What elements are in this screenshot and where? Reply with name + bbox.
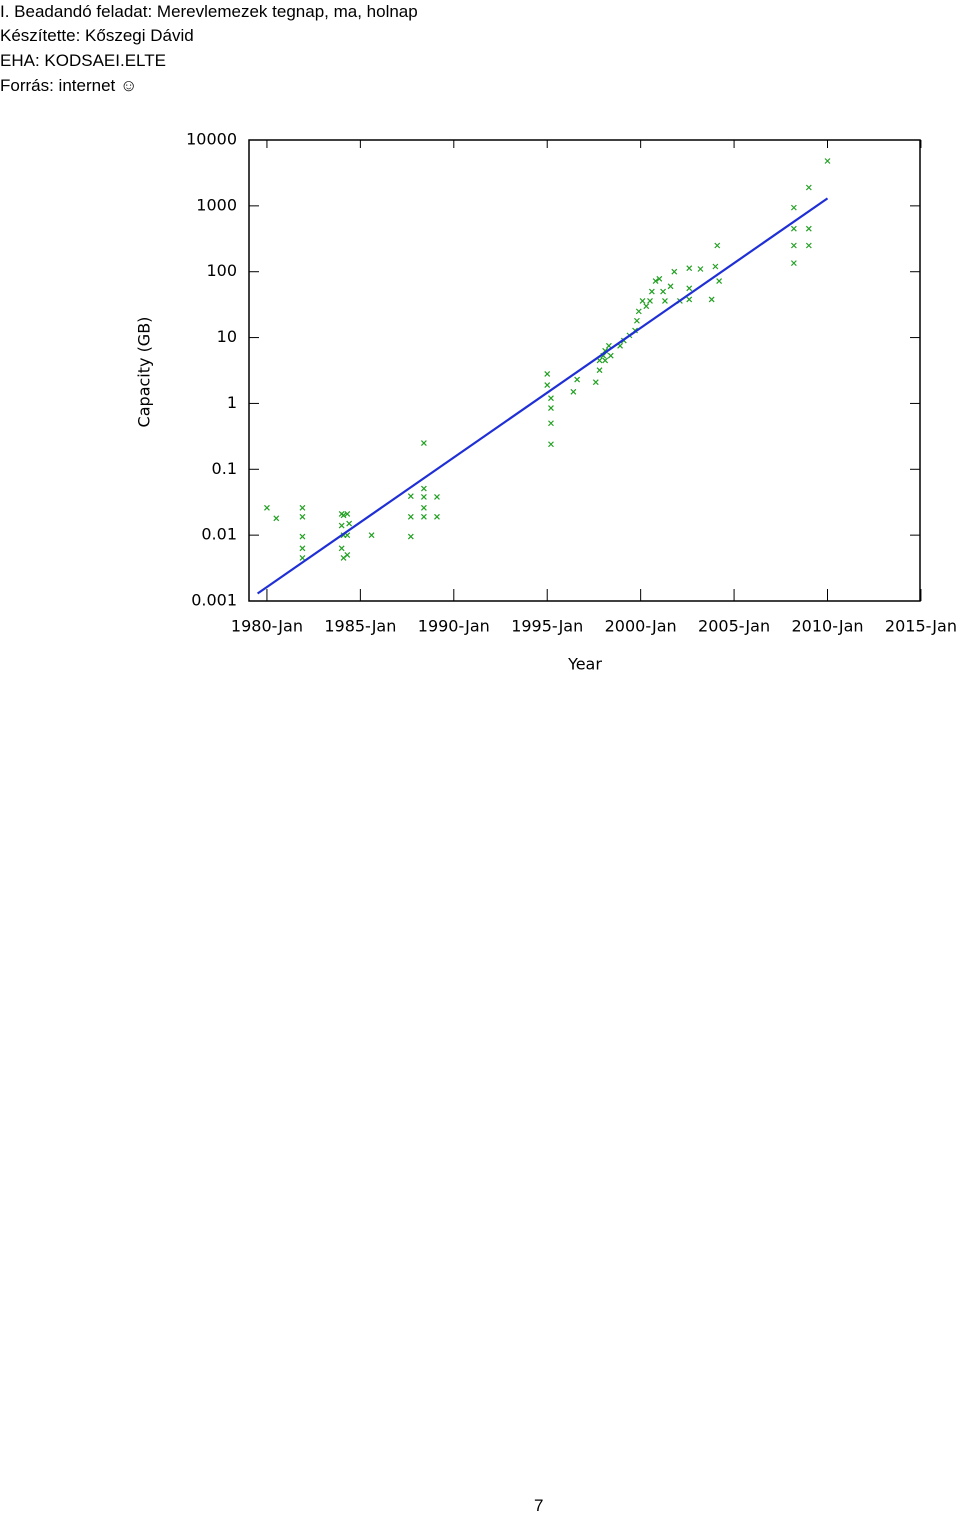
data-point <box>544 382 551 388</box>
x-tick-label: 2010-Jan <box>791 617 863 636</box>
y-tick-label: 10000 <box>186 130 237 149</box>
data-point <box>660 288 666 295</box>
trend-line <box>256 197 829 595</box>
data-point <box>592 379 599 386</box>
y-tick-label: 100 <box>206 261 237 280</box>
data-point <box>273 515 280 522</box>
data-point <box>790 260 797 267</box>
header-line: I. Beadandó feladat: Merevlemezek tegnap… <box>0 2 418 21</box>
data-point <box>662 298 668 304</box>
data-point <box>548 420 554 427</box>
data-point <box>420 485 427 492</box>
y-tick-label: 0.1 <box>212 459 237 478</box>
data-point <box>299 555 306 561</box>
data-point <box>407 533 414 540</box>
data-point <box>607 352 614 359</box>
x-tick-label: 1995-Jan <box>511 617 583 636</box>
data-point <box>299 545 306 552</box>
data-point <box>790 242 797 249</box>
data-point <box>407 513 414 520</box>
data-point <box>712 263 719 270</box>
data-point <box>790 225 797 232</box>
data-point <box>671 268 678 275</box>
data-point <box>346 520 353 527</box>
data-point <box>635 308 642 315</box>
data-point <box>648 288 655 295</box>
data-point <box>716 278 723 285</box>
data-point <box>299 533 306 540</box>
data-point <box>667 283 674 290</box>
data-point <box>686 265 693 272</box>
data-point <box>344 552 351 558</box>
data-point <box>420 504 427 511</box>
data-point <box>544 371 551 377</box>
plot-frame <box>248 139 921 602</box>
data-point <box>434 494 440 500</box>
header-line: Készítette: Kőszegi Dávid <box>0 26 194 45</box>
data-point <box>264 504 270 511</box>
data-point <box>790 204 797 211</box>
data-point <box>574 376 581 383</box>
y-tick-label: 0.01 <box>201 525 237 544</box>
x-tick-label: 1990-Jan <box>418 617 490 636</box>
data-point <box>633 317 640 324</box>
data-point <box>643 303 650 310</box>
y-tick-label: 1000 <box>196 195 237 214</box>
data-point <box>652 278 659 285</box>
data-point <box>338 522 345 529</box>
header-line: Forrás: internet ☺ <box>0 76 138 95</box>
data-point <box>697 266 704 272</box>
x-tick-label: 1980-Jan <box>231 617 303 636</box>
data-point <box>805 184 812 191</box>
data-point <box>548 441 554 448</box>
data-point <box>344 510 351 517</box>
y-tick-label: 10 <box>217 327 237 346</box>
x-tick-label: 1985-Jan <box>324 617 396 636</box>
data-point <box>299 513 306 520</box>
data-point <box>686 296 693 303</box>
data-point <box>714 242 721 249</box>
data-point <box>596 367 603 374</box>
data-point <box>570 388 577 395</box>
x-axis-label: Year <box>567 655 602 674</box>
x-tick-label: 2000-Jan <box>605 617 677 636</box>
data-point <box>434 513 440 520</box>
data-point <box>805 242 812 249</box>
header-line: EHA: KODSAEI.ELTE <box>0 51 166 70</box>
data-point <box>340 512 347 519</box>
data-point <box>299 504 306 511</box>
data-point <box>805 225 812 232</box>
x-tick-label: 2005-Jan <box>698 617 770 636</box>
data-point <box>420 513 427 520</box>
y-tick-label: 1 <box>227 393 237 412</box>
data-point <box>602 357 609 364</box>
data-point <box>708 296 715 303</box>
data-point <box>338 545 345 552</box>
data-point <box>407 493 414 500</box>
data-point <box>548 405 554 412</box>
chart: Year Capacity (GB) 0.001 0.01 0.1 1 10 100 100… <box>135 130 957 674</box>
data-point <box>656 275 663 282</box>
x-tick-label: 2015-Jan <box>885 617 957 636</box>
y-axis-label: Capacity (GB) <box>135 317 154 428</box>
data-point <box>420 440 427 447</box>
data-point <box>647 298 653 304</box>
data-point <box>639 298 646 304</box>
data-point <box>686 285 693 292</box>
y-tick-label: 0.001 <box>191 591 237 610</box>
data-point <box>368 532 375 539</box>
data-point <box>420 494 427 500</box>
page-number: 7 <box>534 1496 544 1515</box>
data-point <box>548 395 554 402</box>
data-point <box>824 158 831 164</box>
